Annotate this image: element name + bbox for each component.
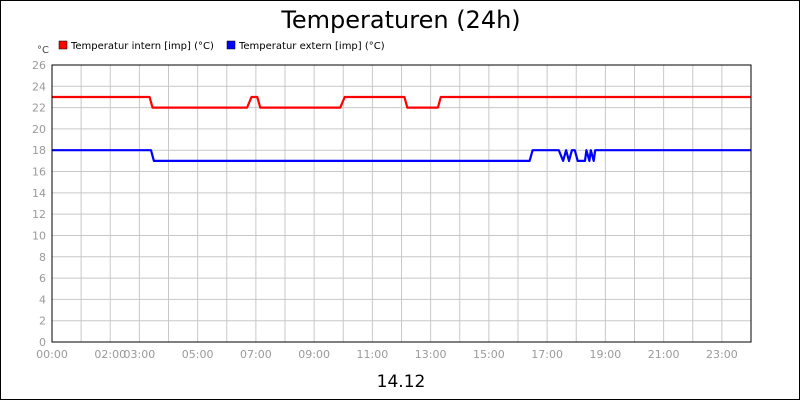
legend-label: Temperatur intern [imp] (°C) xyxy=(70,41,214,52)
legend: Temperatur intern [imp] (°C) Temperatur e… xyxy=(58,40,385,52)
x-tick-label: 00:00 xyxy=(36,348,68,361)
y-tick-label: 20 xyxy=(32,123,46,136)
x-tick-label: 11:00 xyxy=(357,348,389,361)
x-tick-label: 02:00 xyxy=(94,348,126,361)
date-label: 14.12 xyxy=(377,372,426,392)
y-tick-label: 16 xyxy=(32,166,46,179)
y-tick-label: 6 xyxy=(39,272,46,285)
y-tick-label: 26 xyxy=(32,59,46,72)
series-line xyxy=(52,149,751,162)
y-tick-label: 10 xyxy=(32,229,46,242)
y-tick-label: 18 xyxy=(32,144,46,157)
y-tick-label: 24 xyxy=(32,80,46,93)
legend-label: Temperatur extern [imp] (°C) xyxy=(238,41,385,52)
y-tick-label: 8 xyxy=(39,251,46,264)
x-tick-label: 21:00 xyxy=(648,348,680,361)
y-tick-label: 12 xyxy=(32,208,46,221)
chart-title: Temperaturen (24h) xyxy=(280,6,520,34)
legend-swatch xyxy=(226,40,236,50)
legend-swatch xyxy=(58,40,68,50)
plot-area xyxy=(51,64,752,343)
x-tick-label: 05:00 xyxy=(182,348,214,361)
y-tick-label: 2 xyxy=(39,315,46,328)
y-tick-label: 4 xyxy=(39,293,46,306)
x-tick-label: 13:00 xyxy=(415,348,447,361)
series-line xyxy=(52,95,751,109)
x-tick-label: 15:00 xyxy=(473,348,505,361)
y-tick-label: 14 xyxy=(32,187,46,200)
x-tick-label: 17:00 xyxy=(531,348,563,361)
x-tick-label: 19:00 xyxy=(590,348,622,361)
y-tick-label: 0 xyxy=(39,336,46,349)
y-tick-label: 22 xyxy=(32,102,46,115)
series-lines xyxy=(52,95,751,162)
y-axis-unit: °C xyxy=(37,45,49,56)
x-tick-label: 09:00 xyxy=(298,348,330,361)
x-tick-label: 07:00 xyxy=(240,348,272,361)
x-tick-label: 03:00 xyxy=(124,348,156,361)
x-tick-label: 23:00 xyxy=(706,348,738,361)
